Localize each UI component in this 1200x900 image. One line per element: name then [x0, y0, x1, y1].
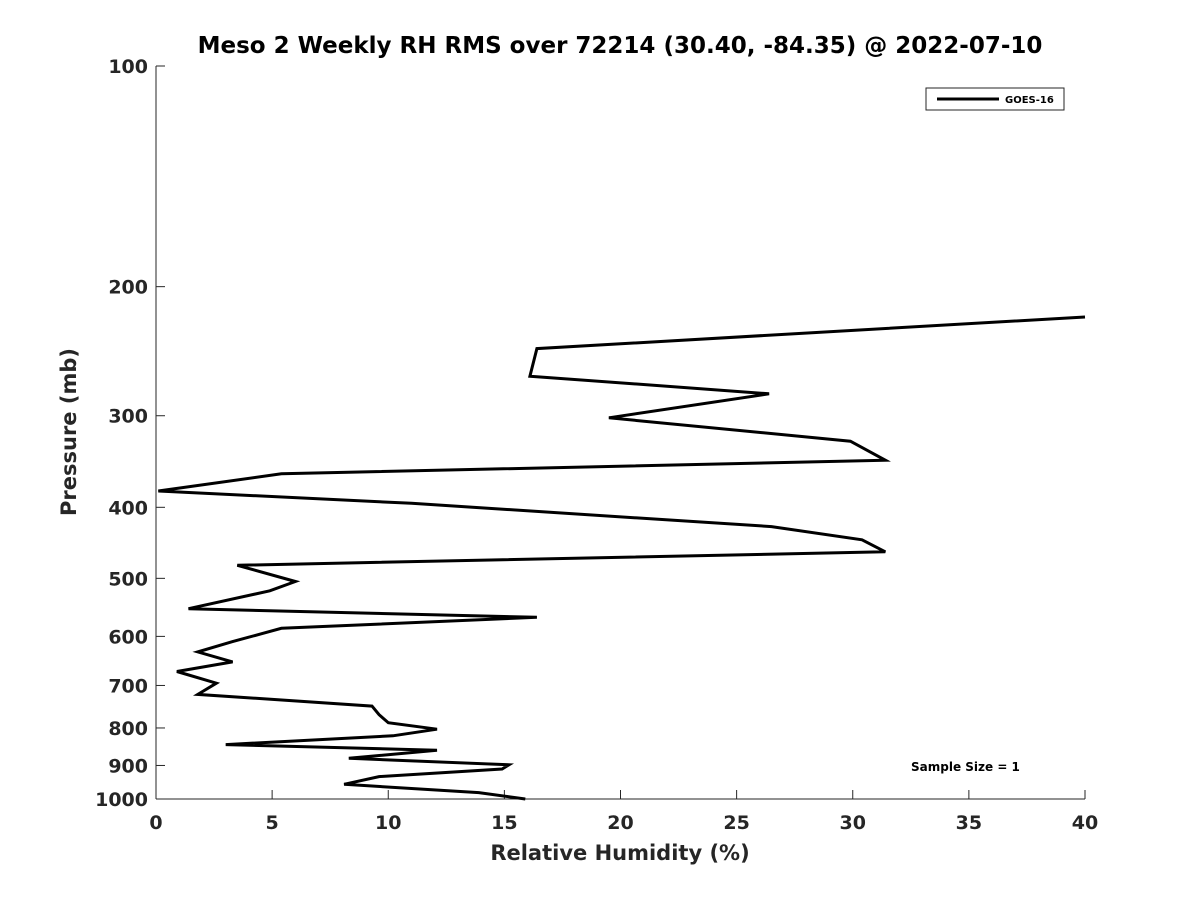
x-tick-label: 5 — [266, 812, 279, 834]
y-tick-label: 700 — [108, 675, 148, 697]
x-tick-label: 40 — [1072, 812, 1098, 834]
x-tick-label: 15 — [491, 812, 517, 834]
x-ticks: 0 5 10 15 20 25 30 35 40 — [149, 790, 1098, 834]
y-tick-label: 400 — [108, 497, 148, 519]
series-line-goes-16 — [158, 315, 1086, 801]
y-tick-label: 300 — [108, 406, 148, 428]
y-ticks: 100 200 300 400 500 600 700 800 900 1000 — [95, 56, 165, 811]
legend: GOES-16 — [925, 87, 1065, 111]
y-tick-label: 900 — [108, 755, 148, 777]
x-axis-label: Relative Humidity (%) — [490, 841, 749, 865]
y-axis-label: Pressure (mb) — [57, 348, 81, 516]
x-tick-label: 10 — [375, 812, 401, 834]
series-layer — [158, 315, 1086, 801]
y-tick-label: 100 — [108, 56, 148, 78]
x-tick-label: 25 — [723, 812, 749, 834]
y-tick-label: 800 — [108, 718, 148, 740]
x-tick-label: 35 — [956, 812, 982, 834]
y-tick-label: 600 — [108, 626, 148, 648]
legend-entry-goes16: GOES-16 — [1005, 95, 1054, 106]
x-tick-label: 30 — [840, 812, 866, 834]
chart-title: Meso 2 Weekly RH RMS over 72214 (30.40, … — [198, 33, 1043, 59]
sample-size-annotation: Sample Size = 1 — [911, 760, 1020, 774]
y-tick-label: 500 — [108, 568, 148, 590]
y-tick-label: 1000 — [95, 789, 148, 811]
x-tick-label: 20 — [607, 812, 633, 834]
x-tick-label: 0 — [149, 812, 162, 834]
y-tick-label: 200 — [108, 277, 148, 299]
